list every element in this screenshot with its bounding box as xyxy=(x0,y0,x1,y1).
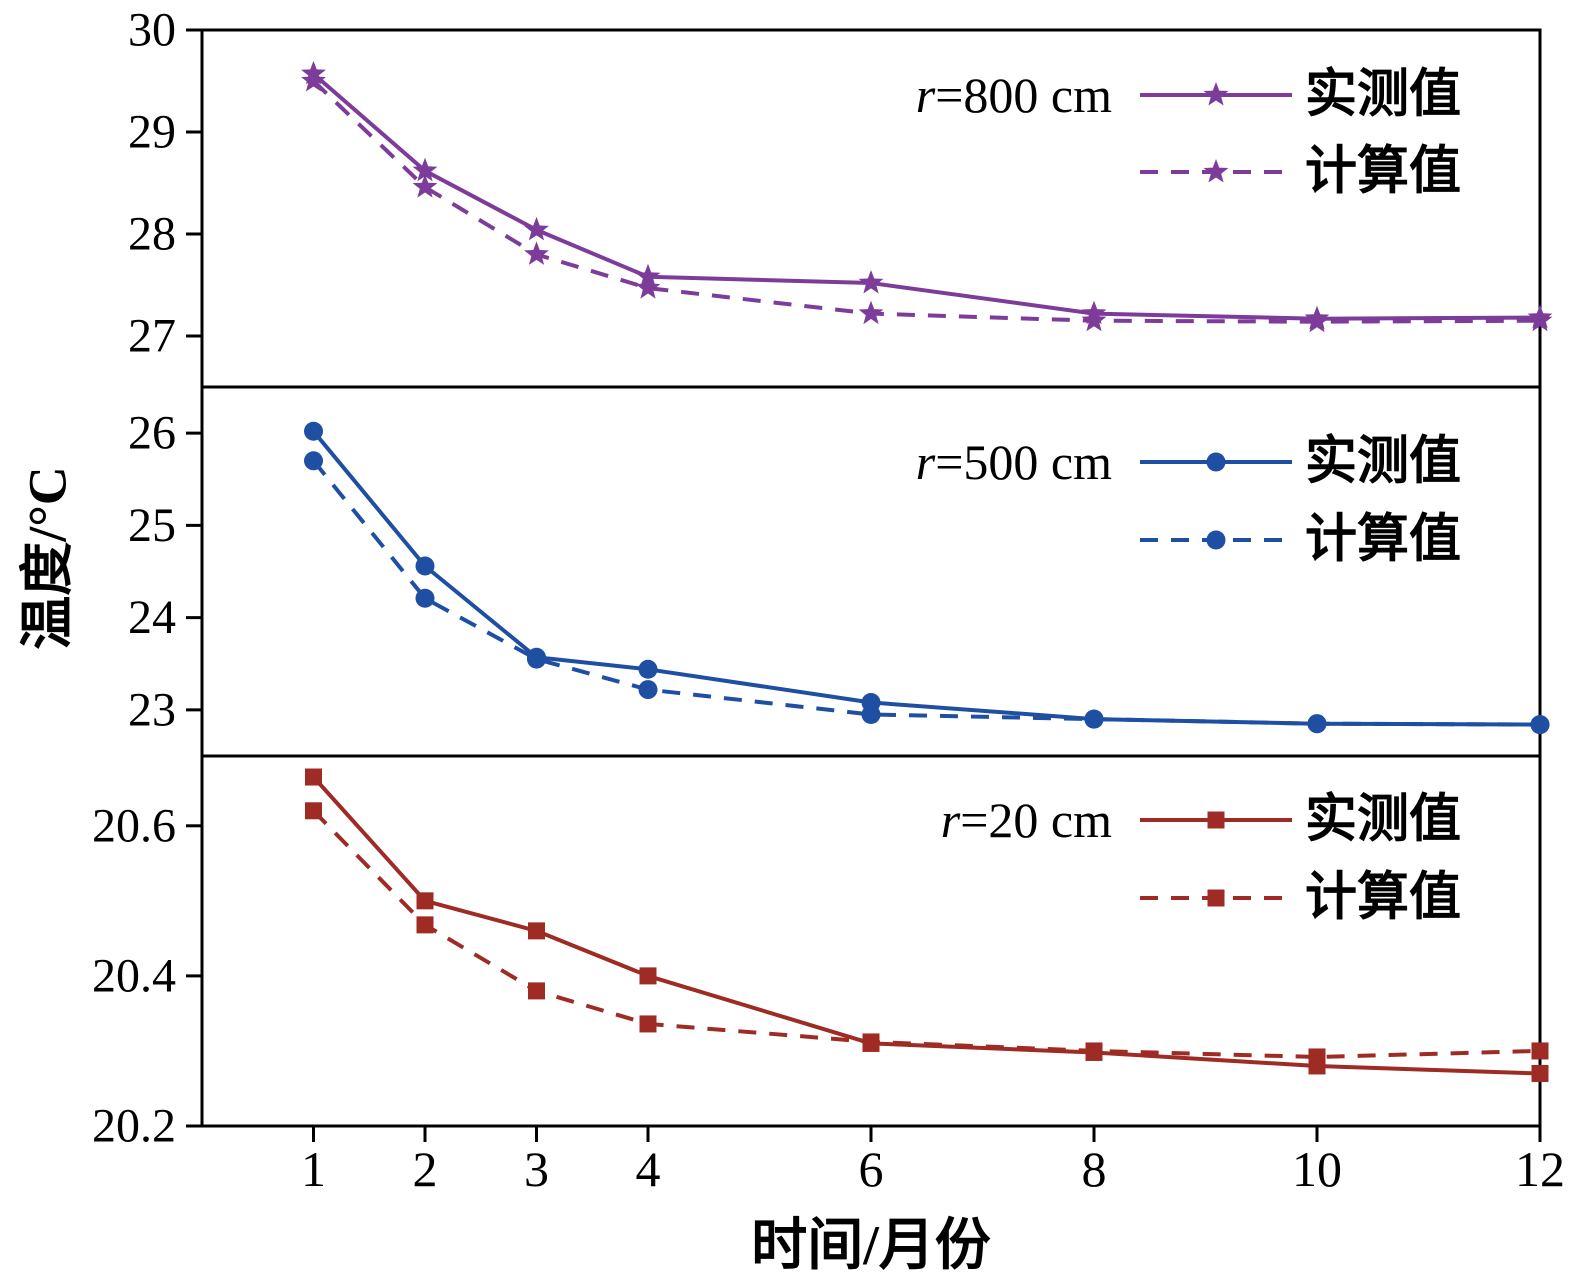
star-marker xyxy=(1081,307,1107,332)
star-marker xyxy=(1203,159,1229,183)
y-tick-label: 24 xyxy=(128,591,176,644)
circle-marker xyxy=(1206,452,1226,472)
circle-marker xyxy=(304,421,323,441)
square-marker xyxy=(639,967,657,985)
star-marker xyxy=(1304,308,1330,333)
square-marker xyxy=(305,802,322,820)
legend-measured: 实测值 xyxy=(1140,791,1461,849)
calculated-series xyxy=(305,802,1549,1066)
y-axis: 23 24 25 26 xyxy=(128,407,202,736)
square-marker xyxy=(1531,1042,1549,1060)
legend-measured: 实测值 xyxy=(1140,66,1461,124)
circle-marker xyxy=(527,649,546,669)
circle-marker xyxy=(1530,715,1550,735)
square-marker xyxy=(862,1033,880,1051)
star-marker xyxy=(1527,307,1553,332)
y-tick-label: 27 xyxy=(128,310,176,363)
calculated-series xyxy=(304,451,1550,735)
star-marker xyxy=(858,300,884,325)
x-tick-label: 12 xyxy=(1515,1141,1565,1197)
star-marker xyxy=(301,68,326,92)
calculated-series-line xyxy=(312,79,1541,324)
legend-measured: 实测值 xyxy=(1140,433,1461,491)
x-tick-label: 6 xyxy=(859,1141,884,1197)
legend-calculated: 计算值 xyxy=(1140,143,1461,201)
x-axis-title: 时间/月份 xyxy=(751,1215,991,1275)
y-axis-title: 温度/°C xyxy=(17,466,78,650)
legend-label: 计算值 xyxy=(1305,511,1461,569)
r-label: r=800 cm xyxy=(916,67,1112,123)
x-tick-label: 8 xyxy=(1082,1141,1107,1197)
star-marker xyxy=(524,241,549,265)
square-marker xyxy=(416,916,434,934)
square-marker xyxy=(1207,811,1225,829)
legend-label: 实测值 xyxy=(1305,791,1461,849)
calculated-series xyxy=(301,68,1553,333)
measured-series-line xyxy=(312,72,1541,321)
star-marker xyxy=(858,270,884,294)
x-axis: 1 2 3 4 6 8 10 12 xyxy=(301,1126,1565,1197)
y-tick-label: 28 xyxy=(128,208,176,261)
square-marker xyxy=(528,982,545,1000)
circle-marker xyxy=(415,588,435,608)
y-tick-label: 29 xyxy=(128,106,176,159)
r-label: r=500 cm xyxy=(916,434,1112,490)
legend-label: 实测值 xyxy=(1305,66,1461,124)
star-marker xyxy=(524,216,549,241)
calculated-series-line xyxy=(312,809,1541,1059)
circle-marker xyxy=(1206,530,1226,550)
legend-calculated: 计算值 xyxy=(1140,511,1461,569)
x-tick-label: 4 xyxy=(636,1141,661,1197)
x-tick-label: 3 xyxy=(524,1141,549,1197)
circle-marker xyxy=(1084,709,1104,729)
square-marker xyxy=(639,1015,657,1033)
square-marker xyxy=(1207,889,1225,907)
circle-marker xyxy=(304,451,323,471)
circle-marker xyxy=(638,680,658,700)
y-tick-label: 23 xyxy=(128,683,176,736)
measured-series-line xyxy=(312,775,1541,1076)
star-marker xyxy=(635,275,661,299)
y-axis: 27 28 29 30 xyxy=(128,4,202,363)
x-tick-label: 1 xyxy=(301,1141,326,1197)
y-tick-label: 26 xyxy=(128,407,176,460)
y-tick-label: 25 xyxy=(128,499,176,552)
y-tick-label: 20.2 xyxy=(92,1100,176,1153)
legend-label: 实测值 xyxy=(1305,433,1461,491)
y-tick-label: 20.4 xyxy=(92,949,176,1002)
star-marker xyxy=(412,157,438,182)
measured-series-line xyxy=(311,430,1541,727)
legend-calculated: 计算值 xyxy=(1140,869,1461,927)
star-marker xyxy=(412,174,438,198)
star-marker xyxy=(1203,82,1229,106)
square-marker xyxy=(1308,1048,1326,1066)
square-marker xyxy=(1531,1064,1549,1082)
r-label: r=20 cm xyxy=(941,792,1112,848)
square-marker xyxy=(305,768,322,786)
y-axis: 20.2 20.4 20.6 xyxy=(92,799,202,1153)
y-tick-label: 30 xyxy=(128,4,176,57)
x-tick-label: 2 xyxy=(413,1141,438,1197)
square-marker xyxy=(528,922,545,940)
circle-marker xyxy=(638,659,658,679)
legend-label: 计算值 xyxy=(1305,143,1461,201)
y-tick-label: 20.6 xyxy=(92,799,176,852)
circle-marker xyxy=(1307,714,1327,734)
square-marker xyxy=(1085,1042,1103,1060)
circle-marker xyxy=(415,556,435,576)
calculated-series-line xyxy=(311,459,1541,727)
circle-marker xyxy=(861,704,881,724)
square-marker xyxy=(416,892,434,910)
legend-label: 计算值 xyxy=(1305,869,1461,927)
x-tick-label: 10 xyxy=(1292,1141,1342,1197)
